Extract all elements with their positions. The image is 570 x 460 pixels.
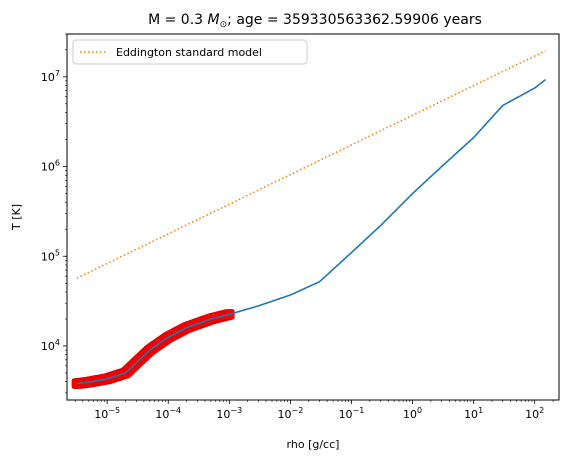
x-tick-label: 10−1 — [339, 406, 365, 421]
chart-title: M = 0.3 M⊙; age = 359330563362.59906 yea… — [148, 12, 482, 30]
x-tick-label: 10−2 — [277, 406, 303, 421]
x-tick-label: 10−5 — [94, 406, 120, 421]
x-tick-label: 10−4 — [155, 406, 181, 421]
y-axis-label: T [K] — [10, 204, 23, 231]
axes-frame — [66, 33, 560, 401]
y-tick-label: 105 — [41, 248, 60, 263]
legend-eddington-label: Eddington standard model — [116, 46, 262, 59]
y-tick-label: 104 — [41, 338, 60, 353]
y-tick-label: 106 — [41, 159, 60, 174]
y-tick-label: 107 — [41, 69, 60, 84]
x-tick-label: 101 — [464, 406, 483, 421]
x-tick-label: 10−3 — [216, 406, 242, 421]
plot-area — [71, 50, 546, 389]
series-line-eddington — [76, 50, 546, 279]
legend: Eddington standard model — [72, 39, 308, 65]
series-line-profile — [76, 79, 546, 385]
y-axis: 104 105 106 107 — [41, 33, 67, 394]
x-tick-label: 102 — [525, 406, 544, 421]
x-axis-label: rho [g/cc] — [287, 438, 340, 451]
x-axis: 10−5 10−4 10−3 10−2 10−1 100 101 102 — [74, 400, 554, 421]
legend-box — [72, 39, 308, 65]
x-tick-label: 100 — [403, 406, 422, 421]
